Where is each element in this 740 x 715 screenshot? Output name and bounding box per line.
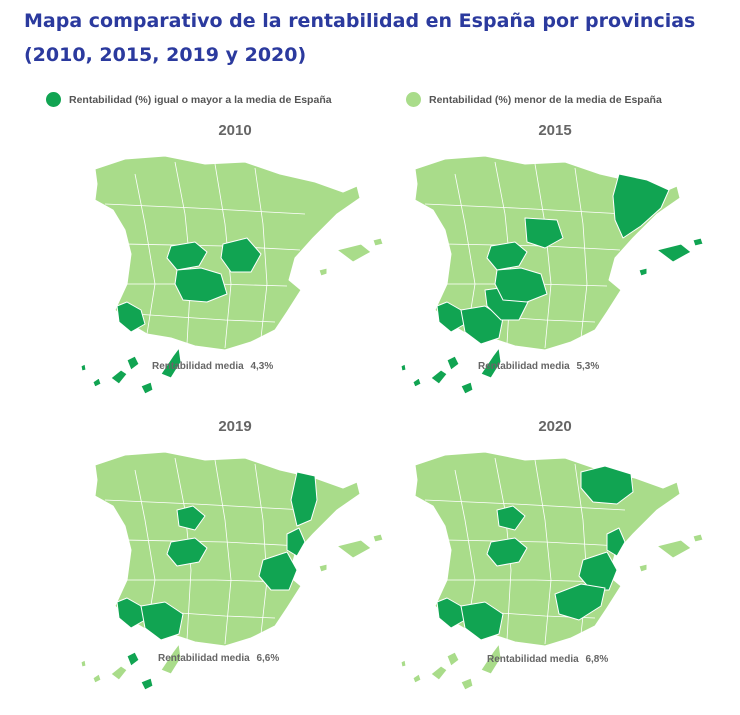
canary-island — [126, 355, 140, 371]
canary-island — [110, 369, 128, 385]
province-border — [574, 167, 588, 339]
province-border — [134, 313, 276, 323]
region-guadalajara — [524, 217, 564, 249]
canary-island — [160, 643, 182, 675]
legend-item-high: Rentabilidad (%) igual o mayor a la medi… — [46, 92, 332, 107]
region-valencia — [258, 551, 298, 591]
region-tenerife-la-gomera — [126, 651, 154, 691]
province-border — [124, 539, 301, 547]
legend-item-low: Rentabilidad (%) menor de la media de Es… — [406, 92, 662, 107]
average-profitability: Rentabilidad media 5,3% — [478, 361, 599, 372]
map-panel-2015: 2015 Rentabilidad media 5,3% — [395, 122, 715, 395]
canary-island — [412, 673, 422, 684]
average-value: 4,3% — [250, 361, 274, 372]
page-title: Mapa comparativo de la rentabilidad en E… — [24, 10, 696, 66]
canary-island — [446, 651, 460, 667]
map-year: 2015 — [538, 122, 572, 139]
region-toledo-ciudad-real — [174, 267, 228, 303]
canary-island — [110, 665, 128, 681]
canary-island — [430, 665, 448, 681]
region-madrid-area — [166, 537, 208, 567]
province-border — [444, 539, 621, 547]
canary-island — [412, 377, 422, 388]
province-border — [424, 203, 626, 215]
canary-island — [446, 355, 460, 371]
region-huelva — [116, 301, 146, 333]
canary-island — [400, 659, 407, 668]
average-label: Rentabilidad media — [158, 653, 250, 664]
province-border — [534, 163, 552, 349]
map-panel-2010: 2010 Rentabilidad media 4,3% — [75, 122, 395, 395]
region-madrid-area — [486, 241, 528, 271]
average-label: Rentabilidad media — [152, 361, 244, 372]
canary-island — [400, 363, 407, 372]
map-panel-2020: 2020 Rentabilidad media 6,8% — [395, 418, 715, 691]
region-madrid-area — [486, 537, 528, 567]
region-baleares — [318, 237, 384, 277]
map-year: 2019 — [218, 418, 252, 435]
region-baleares — [638, 533, 704, 573]
legend-label-high: Rentabilidad (%) igual o mayor a la medi… — [69, 93, 332, 106]
region-baleares — [318, 533, 384, 573]
map-panel-2019: 2019 Rentabilidad media 6,6% — [75, 418, 395, 691]
canary-island — [460, 381, 474, 395]
canary-island — [140, 381, 154, 395]
spain-map — [80, 155, 384, 395]
region-valladolid — [496, 505, 526, 531]
region-lleida-girona-north — [580, 465, 634, 505]
region-cuenca — [220, 237, 262, 273]
region-valladolid — [176, 505, 206, 531]
average-value: 5,3% — [576, 361, 600, 372]
average-label: Rentabilidad media — [478, 361, 570, 372]
canary-island — [480, 347, 502, 379]
province-border — [214, 459, 232, 645]
canary-island — [80, 659, 87, 668]
region-baleares — [638, 237, 704, 277]
canary-island — [80, 363, 87, 372]
average-value: 6,6% — [256, 653, 280, 664]
canary-island — [480, 643, 502, 675]
region-sevilla-cadiz — [140, 601, 184, 641]
canary-island — [92, 377, 102, 388]
region-cataluna — [612, 173, 670, 239]
region-sevilla-cadiz — [460, 305, 504, 345]
canary-island — [160, 347, 182, 379]
canary-island — [430, 369, 448, 385]
spain-map — [400, 155, 704, 395]
province-border — [254, 167, 268, 339]
region-castellon — [286, 527, 306, 557]
map-year: 2020 — [538, 418, 572, 435]
region-lleida — [290, 471, 318, 527]
average-profitability: Rentabilidad media 6,8% — [487, 654, 608, 665]
spain-map — [80, 451, 384, 691]
province-border — [104, 203, 306, 215]
region-toledo-ciudad-real — [494, 267, 548, 303]
map-year: 2010 — [218, 122, 252, 139]
province-border — [424, 499, 626, 511]
average-profitability: Rentabilidad media 6,6% — [158, 653, 279, 664]
region-alicante-murcia — [554, 583, 606, 621]
region-sevilla-cadiz — [460, 601, 504, 641]
region-madrid-area — [166, 241, 208, 271]
average-profitability: Rentabilidad media 4,3% — [152, 361, 273, 372]
spain-map — [400, 451, 704, 691]
province-border — [254, 463, 268, 635]
legend-swatch-high — [46, 92, 61, 107]
region-castellon — [606, 527, 626, 557]
legend-label-low: Rentabilidad (%) menor de la media de Es… — [429, 93, 662, 106]
canary-island — [92, 673, 102, 684]
province-border — [134, 173, 156, 335]
canary-island — [460, 677, 474, 691]
province-border — [104, 499, 306, 511]
legend-swatch-low — [406, 92, 421, 107]
average-value: 6,8% — [585, 654, 609, 665]
province-border — [534, 459, 552, 645]
average-label: Rentabilidad media — [487, 654, 579, 665]
region-valencia — [578, 551, 618, 591]
